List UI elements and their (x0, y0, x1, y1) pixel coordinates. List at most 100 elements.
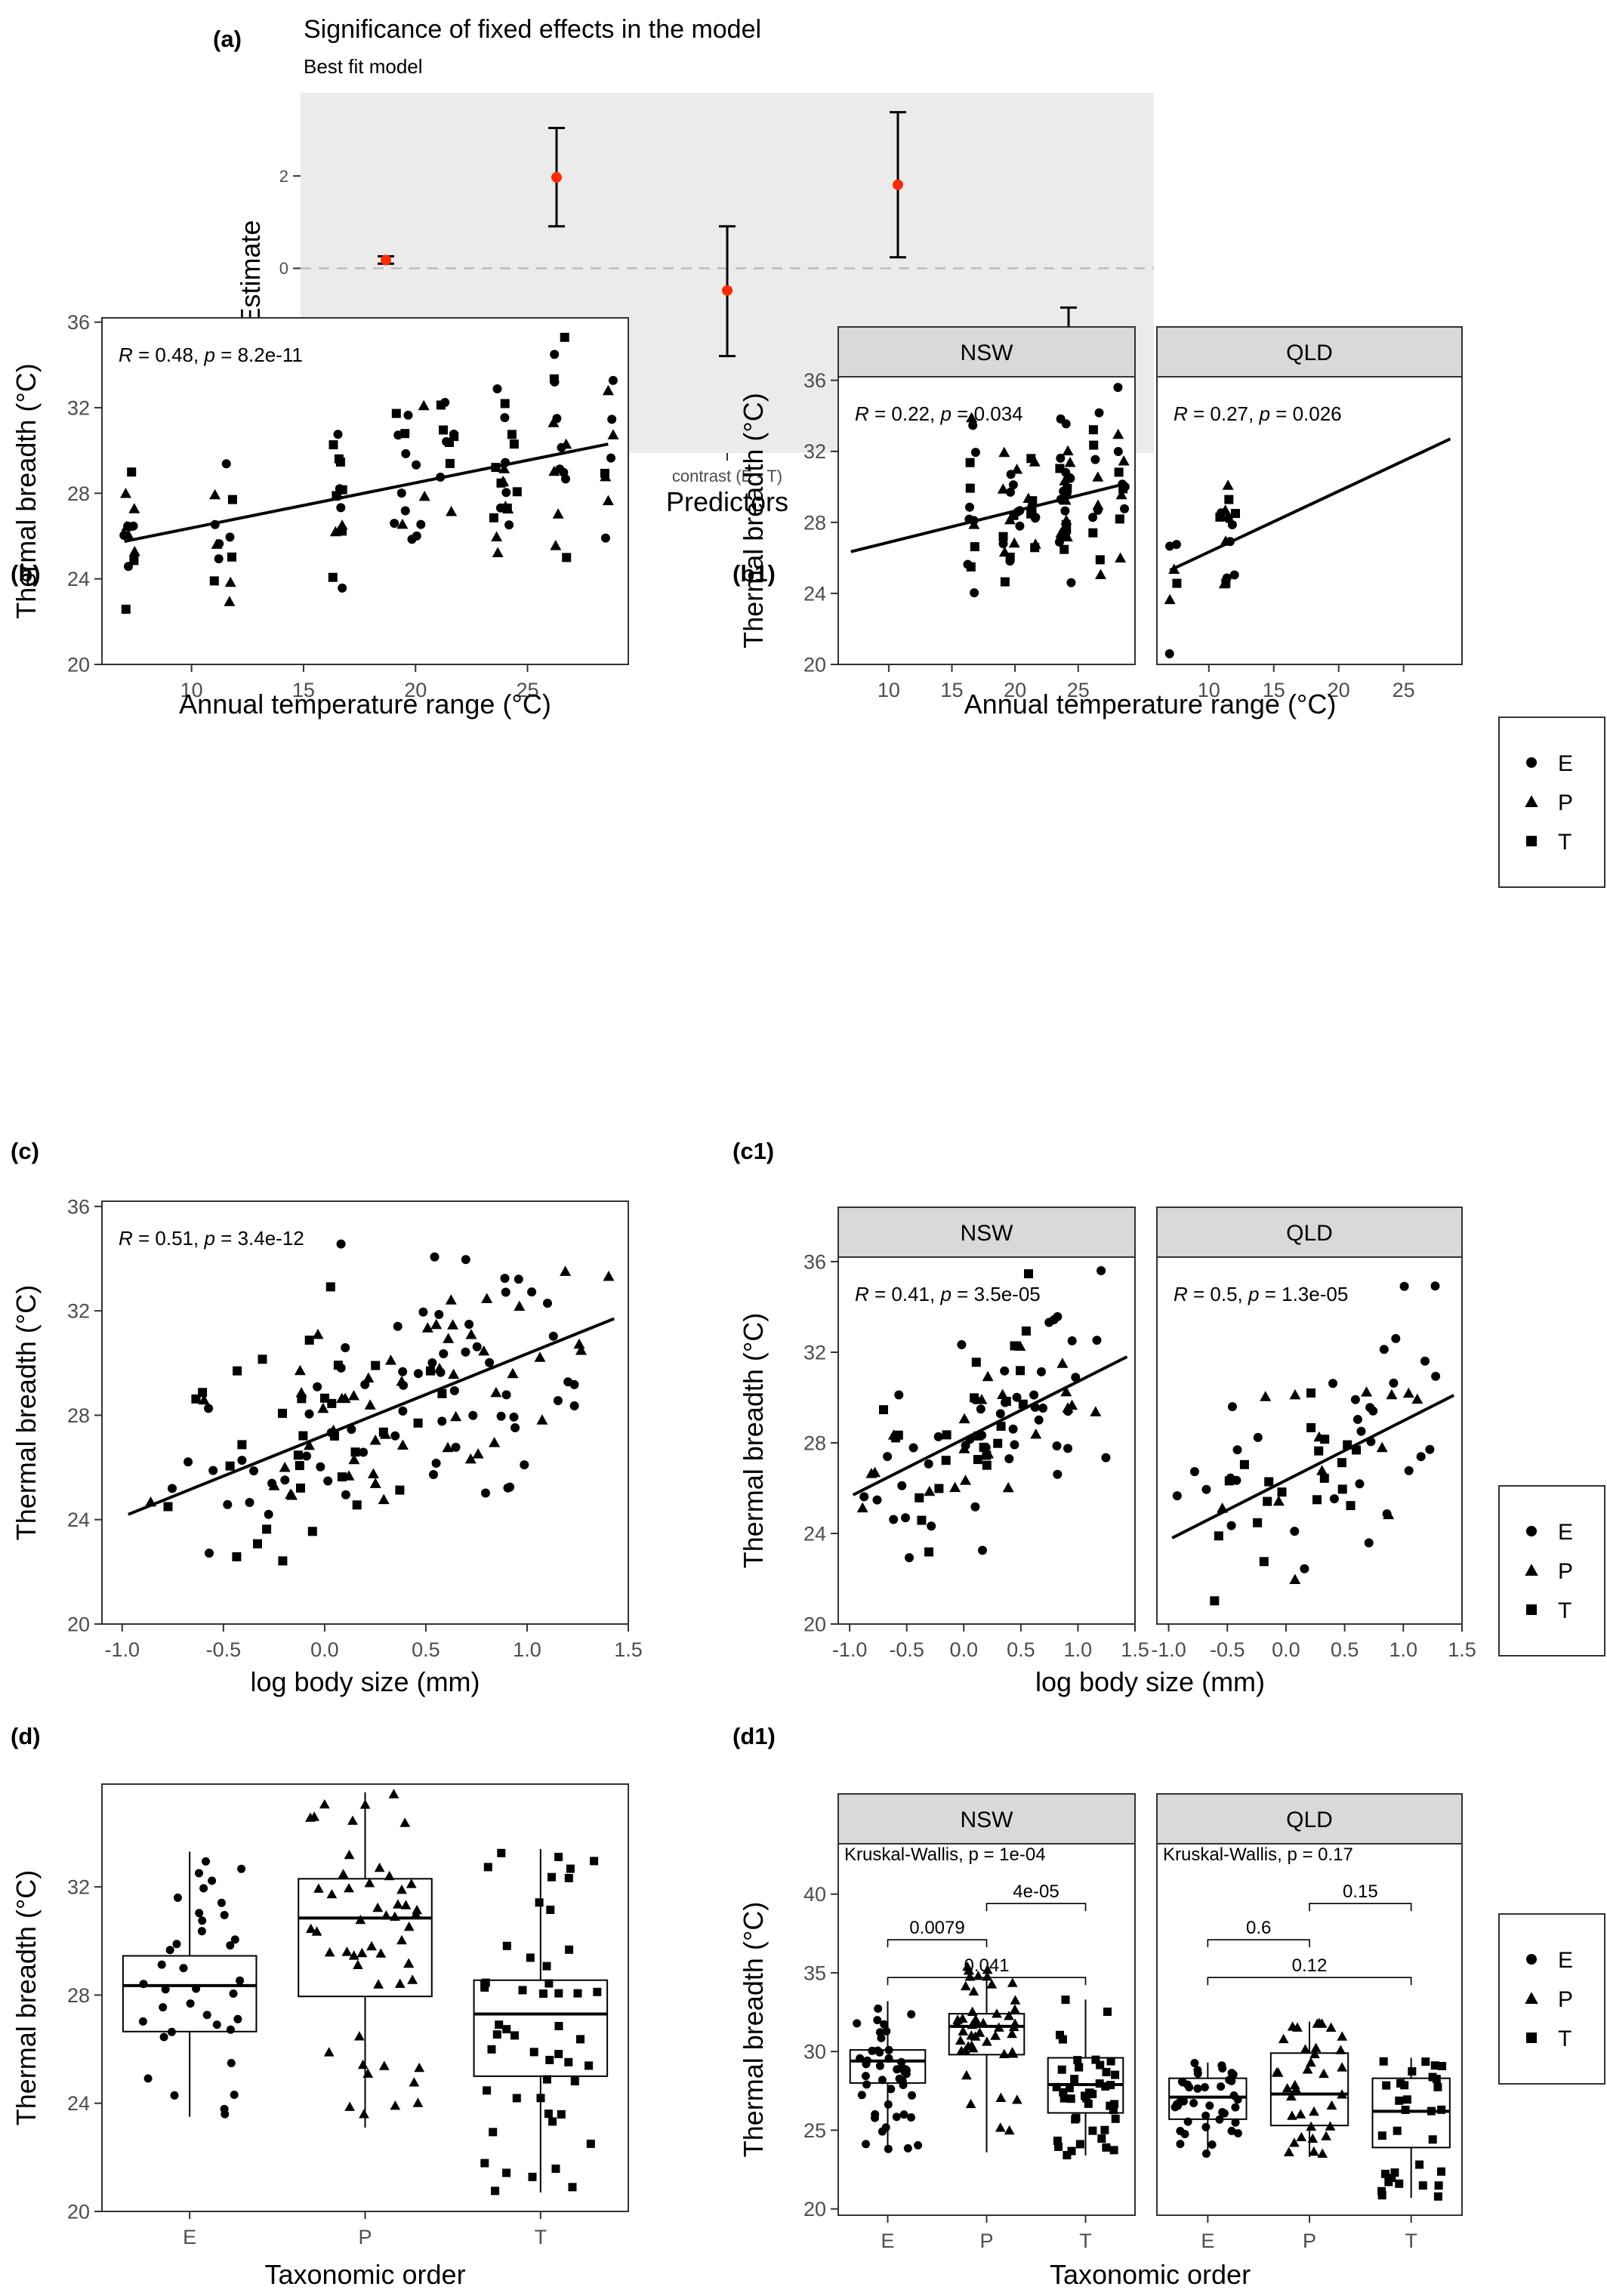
legend-key (1525, 1564, 1538, 1576)
jitter-point (309, 1811, 319, 1821)
jitter-point (546, 1906, 555, 1914)
jitter-point (1287, 2110, 1297, 2120)
data-point (1399, 1281, 1409, 1291)
data-point (879, 1405, 888, 1415)
jitter-point (967, 2019, 978, 2029)
data-point (520, 1460, 529, 1470)
data-point (1329, 1494, 1339, 1504)
facet-strip (837, 326, 1136, 378)
legend (1498, 717, 1605, 888)
jitter-point (489, 2128, 498, 2137)
data-point (1062, 1402, 1074, 1413)
y-tick-label: 32 (67, 1300, 90, 1323)
jitter-point (965, 2098, 976, 2109)
data-point (1253, 1518, 1263, 1527)
x-tick-label: 10 (180, 679, 203, 701)
data-point (395, 1485, 405, 1495)
x-tick-label: T (1079, 2230, 1092, 2252)
data-point (1300, 1564, 1309, 1573)
data-point (312, 1328, 324, 1339)
jitter-point (884, 2054, 893, 2063)
jitter-point (964, 1971, 976, 1981)
jitter-point (547, 1872, 556, 1881)
jitter-point (1176, 2140, 1185, 2149)
jitter-point (1381, 2169, 1390, 2178)
data-point (569, 1401, 579, 1410)
data-point (970, 542, 979, 552)
y-tick-label: 20 (804, 2198, 826, 2220)
data-point (1337, 1484, 1347, 1494)
jitter-point (1109, 2146, 1118, 2155)
data-point (958, 1413, 970, 1424)
jitter-point (192, 1984, 201, 1993)
jitter-point (319, 1799, 330, 1809)
data-point (400, 506, 410, 516)
data-point (1026, 509, 1036, 519)
jitter-point (1082, 2094, 1091, 2103)
jitter-point (359, 2109, 369, 2119)
jitter-point (197, 1927, 206, 1936)
jitter-point (585, 2061, 594, 2070)
jitter-point (1379, 2057, 1388, 2066)
data-point (1352, 1445, 1361, 1455)
data-point (1092, 471, 1104, 482)
data-point (1000, 1366, 1010, 1376)
data-point (501, 1390, 511, 1400)
jitter-point (212, 2020, 221, 2029)
data-point (317, 1402, 329, 1413)
jitter-point (907, 2010, 916, 2019)
data-point (1097, 1266, 1106, 1275)
data-point (1030, 543, 1040, 553)
chart-b: R = 0.48, p = 8.2e-11 20 24 28 32 36 10 15 20 25A… (11, 311, 629, 720)
jitter-point (1286, 2091, 1297, 2101)
jitter-point (862, 2140, 870, 2149)
jitter-point (1402, 2095, 1411, 2104)
jitter-point (554, 2050, 563, 2058)
jitter-point (882, 2026, 891, 2036)
comparison-p-value: 0.041 (964, 1955, 1009, 1976)
jitter-point (375, 1948, 387, 1958)
plot-panel (1156, 376, 1463, 665)
jitter-point (1231, 2118, 1240, 2127)
jitter-point (344, 1849, 355, 1860)
data-point (249, 1466, 258, 1476)
data-point (1361, 1386, 1372, 1397)
jitter-point (528, 2172, 537, 2181)
data-point (993, 1438, 1003, 1448)
data-point (328, 572, 338, 582)
data-point (267, 1478, 277, 1488)
data-point (316, 1462, 325, 1472)
jitter-point (1061, 1996, 1070, 2005)
jitter-point (393, 1899, 403, 1909)
data-point (224, 576, 236, 587)
jitter-point (1075, 2140, 1084, 2149)
jitter-point (1337, 2031, 1348, 2041)
data-point (1312, 1495, 1322, 1505)
correlation-annotation: R = 0.48, p = 8.2e-11 (119, 344, 303, 366)
legend-key (1526, 757, 1537, 768)
x-axis-label: Annual temperature range (°C) (964, 689, 1337, 720)
data-point (1034, 1415, 1044, 1425)
jitter-point (373, 1979, 384, 1989)
data-point (856, 1502, 868, 1513)
jitter-point (1395, 2179, 1404, 2188)
jitter-point (895, 2074, 904, 2083)
x-tick-label: 1.0 (1390, 1638, 1418, 1661)
data-point (491, 531, 503, 541)
data-point (957, 1340, 967, 1349)
jitter-point (544, 2110, 553, 2119)
data-point (970, 588, 979, 598)
data-point (968, 421, 978, 430)
data-point (514, 1274, 523, 1284)
data-point (1029, 1390, 1039, 1400)
facet-strip-label: QLD (1286, 1221, 1333, 1246)
data-point (514, 1300, 526, 1311)
x-tick-label: 20 (1004, 679, 1026, 701)
jitter-point (1111, 2070, 1120, 2079)
legend (1498, 1913, 1605, 2085)
data-point (447, 1319, 459, 1330)
data-point (278, 1408, 287, 1418)
data-point (973, 1455, 982, 1465)
jitter-point (564, 1874, 573, 1882)
data-point (123, 521, 133, 531)
